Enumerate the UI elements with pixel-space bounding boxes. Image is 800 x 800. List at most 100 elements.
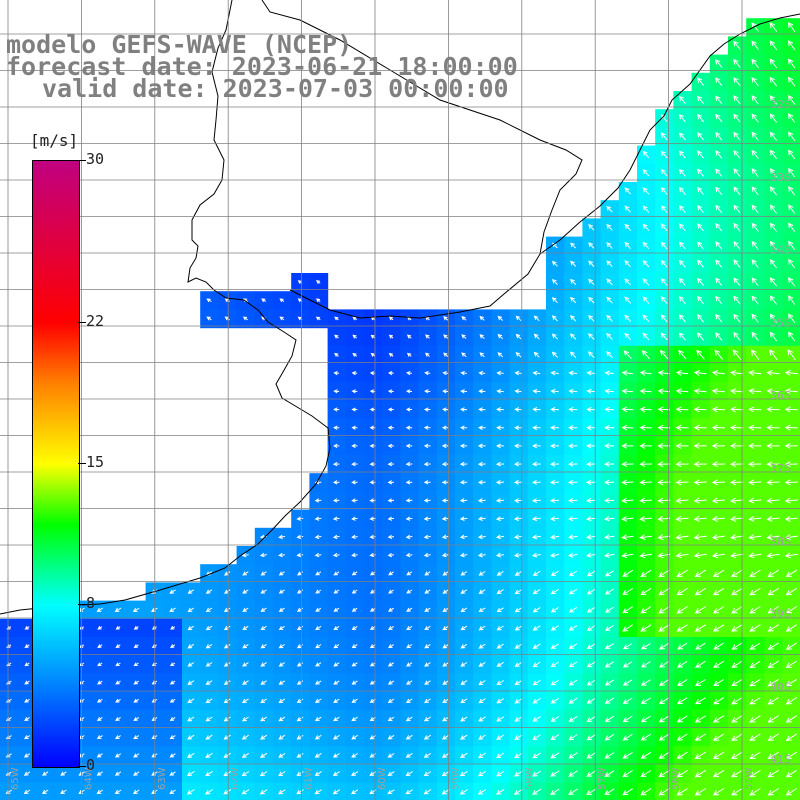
wind-arrow: [788, 258, 796, 269]
wind-arrow: [333, 443, 340, 449]
wind-arrow: [532, 697, 541, 704]
wind-arrow: [657, 406, 671, 413]
wind-arrow: [606, 223, 613, 231]
wind-arrow: [242, 316, 248, 321]
wind-arrow: [478, 589, 486, 594]
wind-arrow: [624, 241, 631, 250]
wind-arrow: [424, 607, 431, 612]
wind-arrow: [223, 734, 231, 740]
wind-arrow: [405, 516, 413, 521]
wind-arrow: [442, 571, 449, 576]
wind-arrow: [132, 607, 140, 612]
wind-arrow: [531, 516, 541, 522]
wind-arrow: [133, 680, 139, 685]
wind-arrow: [733, 204, 741, 214]
wind-arrow: [588, 314, 595, 322]
wind-arrow: [405, 480, 413, 485]
wind-arrow: [621, 443, 634, 449]
wind-arrow: [187, 680, 195, 685]
wind-arrow: [388, 644, 394, 649]
wind-arrow: [441, 534, 450, 540]
wind-arrow: [169, 735, 176, 740]
wind-arrow: [460, 662, 468, 667]
wind-arrow: [676, 587, 688, 596]
wind-arrow: [694, 769, 707, 778]
wind-arrow: [278, 734, 286, 740]
wind-arrow: [24, 662, 30, 667]
wind-arrow: [766, 442, 780, 449]
wind-arrow: [784, 515, 798, 522]
wind-arrow: [769, 168, 777, 178]
wind-arrow: [715, 95, 723, 105]
wind-arrow: [423, 716, 431, 722]
wind-arrow: [96, 753, 103, 758]
wind-arrow: [333, 571, 340, 576]
wind-arrow: [657, 424, 671, 431]
wind-arrow: [676, 733, 688, 741]
wind-arrow: [296, 552, 304, 558]
wind-arrow: [315, 589, 322, 594]
wind-arrow: [495, 516, 505, 522]
wind-arrow: [678, 132, 686, 141]
wind-arrow: [370, 334, 376, 339]
wind-arrow: [531, 498, 541, 503]
wind-arrow: [769, 113, 777, 123]
wind-arrow: [187, 643, 195, 649]
wind-arrow: [769, 95, 778, 105]
wind-arrow: [642, 223, 650, 231]
wind-arrow: [460, 607, 468, 613]
wind-arrow: [769, 40, 778, 51]
wind-arrow: [333, 680, 340, 685]
wind-arrow: [96, 771, 103, 776]
wind-arrow: [532, 479, 541, 485]
wind-arrow: [387, 425, 394, 430]
wind-arrow: [550, 752, 560, 759]
wind-arrow: [730, 461, 744, 468]
wind-arrow: [604, 570, 614, 577]
wind-arrow: [352, 352, 358, 357]
wind-arrow: [767, 569, 779, 578]
wind-arrow: [351, 516, 358, 521]
wind-arrow: [478, 734, 486, 740]
wind-arrow: [678, 205, 686, 214]
wind-arrow: [660, 132, 668, 141]
wind-arrow: [332, 789, 341, 795]
colorbar-tick: [78, 766, 86, 767]
latitude-label: 40S: [770, 680, 791, 693]
wind-arrow: [658, 715, 670, 723]
wind-arrow: [260, 698, 267, 704]
wind-arrow: [767, 751, 779, 760]
wind-arrow: [766, 497, 780, 504]
wind-arrow: [314, 789, 322, 795]
wind-arrow: [351, 625, 358, 630]
wind-arrow: [550, 788, 560, 795]
wind-arrow: [697, 241, 704, 250]
wind-arrow: [748, 552, 762, 559]
wind-arrow: [223, 752, 231, 758]
wind-arrow: [604, 624, 614, 631]
wind-arrow: [751, 222, 759, 232]
wind-arrow: [260, 589, 267, 594]
wind-arrow: [658, 624, 670, 632]
wind-arrow: [751, 259, 759, 269]
wind-arrow: [788, 186, 796, 196]
wind-arrow: [478, 625, 486, 631]
wind-arrow: [711, 406, 725, 413]
wind-arrow: [640, 642, 651, 650]
wind-arrow: [751, 295, 759, 305]
wind-arrow: [442, 643, 449, 649]
wind-arrow: [586, 588, 596, 595]
wind-arrow: [133, 716, 140, 721]
wind-arrow: [787, 277, 796, 287]
wind-arrow: [551, 260, 558, 267]
wind-arrow: [748, 497, 762, 504]
wind-arrow: [332, 753, 340, 758]
wind-arrow: [296, 789, 304, 795]
wind-arrow: [676, 569, 688, 578]
wind-arrow: [314, 534, 322, 540]
wind-arrow: [769, 295, 777, 305]
wind-arrow: [187, 716, 195, 722]
wind-arrow: [533, 333, 540, 340]
wind-arrow: [496, 752, 505, 759]
wind-arrow: [478, 389, 486, 394]
